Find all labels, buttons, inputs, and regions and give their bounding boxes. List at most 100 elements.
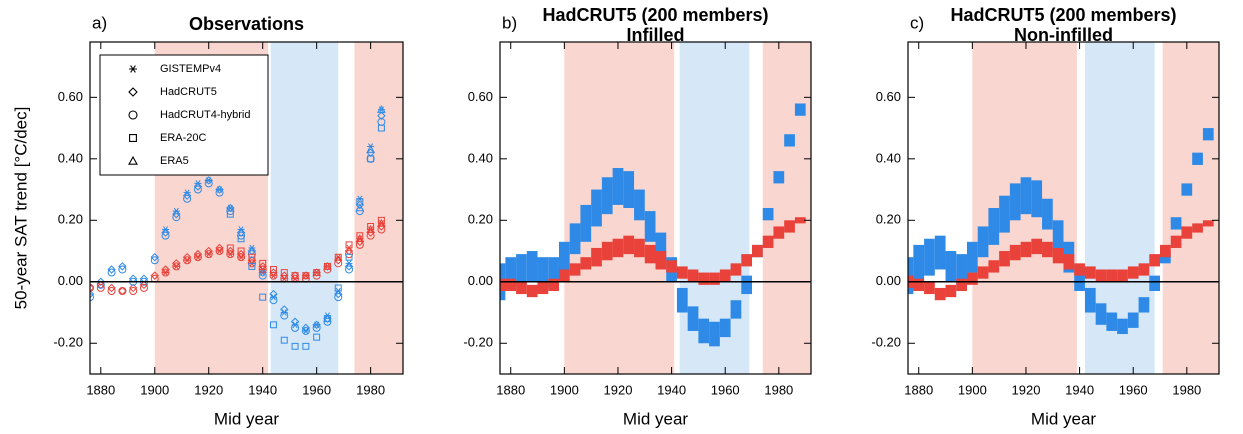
ensemble-range bbox=[558, 269, 570, 282]
panel: -0.20 0.00 0.20 0.40 0.60 1880 1900 1920 1940 196… bbox=[871, 5, 1220, 428]
marker bbox=[269, 289, 278, 299]
ensemble-range bbox=[516, 254, 527, 285]
marker bbox=[259, 293, 267, 301]
plot-area bbox=[908, 42, 1219, 374]
panel-label: b) bbox=[502, 13, 517, 32]
marker bbox=[193, 185, 202, 194]
marker bbox=[215, 185, 224, 194]
x-tick-label: 1980 bbox=[356, 382, 385, 397]
marker bbox=[302, 272, 310, 280]
legend-label: HadCRUT4-hybrid bbox=[160, 109, 250, 121]
ensemble-range bbox=[1106, 269, 1118, 282]
ensemble-range bbox=[945, 251, 957, 282]
marker bbox=[247, 250, 256, 259]
marker bbox=[291, 272, 299, 280]
ensemble-range bbox=[601, 177, 613, 215]
legend-marker bbox=[128, 110, 138, 120]
marker bbox=[90, 289, 95, 299]
marker bbox=[366, 145, 375, 153]
x-tick-label: 1920 bbox=[1012, 382, 1041, 397]
marker bbox=[172, 259, 181, 268]
marker bbox=[90, 283, 95, 293]
ensemble-range bbox=[924, 281, 935, 295]
marker bbox=[118, 287, 127, 295]
marker bbox=[334, 293, 343, 302]
ensemble-range bbox=[580, 257, 592, 270]
marker bbox=[377, 111, 386, 120]
x-axis-label: Mid year bbox=[623, 409, 689, 428]
marker bbox=[356, 232, 364, 240]
marker bbox=[248, 253, 256, 261]
y-tick-label: -0.20 bbox=[871, 335, 901, 350]
marker bbox=[237, 247, 245, 255]
ensemble-range bbox=[558, 241, 570, 273]
marker bbox=[226, 210, 234, 218]
marker bbox=[204, 250, 213, 259]
x-tick-label: 1960 bbox=[302, 382, 331, 397]
marker bbox=[377, 216, 385, 224]
y-tick-label: 0.60 bbox=[876, 89, 901, 104]
x-tick-label: 1880 bbox=[86, 382, 115, 397]
ensemble-range bbox=[1181, 226, 1193, 239]
shaded-period bbox=[354, 42, 403, 374]
marker bbox=[204, 246, 213, 256]
marker bbox=[313, 269, 321, 277]
ensemble-range bbox=[1074, 266, 1085, 291]
ensemble-range bbox=[612, 238, 624, 258]
ensemble-range bbox=[666, 260, 677, 273]
marker bbox=[204, 176, 213, 185]
chart-title: Infilled bbox=[627, 25, 685, 45]
ensemble-range bbox=[1052, 247, 1064, 264]
plot-frame bbox=[89, 41, 404, 375]
marker bbox=[377, 222, 386, 231]
ensemble-range bbox=[687, 269, 699, 282]
marker bbox=[366, 224, 375, 233]
marker bbox=[355, 240, 364, 249]
y-tick-label: -0.20 bbox=[463, 335, 493, 350]
marker bbox=[313, 333, 321, 341]
ensemble-range bbox=[548, 278, 559, 291]
marker bbox=[312, 268, 321, 277]
ensemble-range bbox=[784, 134, 795, 147]
ensemble-range bbox=[580, 204, 592, 242]
marker bbox=[107, 265, 116, 274]
marker bbox=[312, 320, 321, 330]
ensemble-range bbox=[623, 235, 635, 255]
ensemble-range bbox=[1138, 263, 1150, 276]
ensemble-range bbox=[762, 235, 774, 248]
ensemble-range bbox=[1192, 223, 1203, 233]
x-tick-label: 1960 bbox=[1119, 382, 1148, 397]
legend-label: ERA5 bbox=[160, 155, 189, 167]
marker bbox=[355, 203, 365, 212]
ensemble-range bbox=[1106, 312, 1118, 331]
ensemble-range bbox=[977, 226, 989, 258]
x-tick-label: 1900 bbox=[958, 382, 987, 397]
marker bbox=[248, 262, 256, 270]
marker bbox=[129, 287, 138, 295]
panel-label: a) bbox=[92, 13, 107, 32]
legend-label: ERA-20C bbox=[160, 132, 207, 144]
shaded-period bbox=[270, 42, 339, 374]
ensemble-range bbox=[1084, 266, 1096, 279]
marker bbox=[355, 237, 365, 247]
ensemble-range bbox=[505, 278, 517, 291]
ensemble-range bbox=[977, 266, 989, 279]
marker bbox=[193, 253, 202, 262]
ensemble-range bbox=[709, 321, 720, 347]
ensemble-range bbox=[1020, 177, 1032, 215]
ensemble-range bbox=[500, 278, 506, 291]
marker bbox=[334, 284, 342, 292]
marker bbox=[334, 256, 343, 265]
y-tick-label: -0.20 bbox=[53, 335, 83, 350]
ensemble-range bbox=[1117, 269, 1128, 282]
ensemble-range bbox=[634, 238, 645, 258]
marker bbox=[344, 262, 354, 271]
marker bbox=[301, 271, 311, 280]
marker bbox=[237, 231, 246, 240]
marker bbox=[226, 207, 235, 216]
ensemble-range bbox=[644, 244, 656, 264]
marker bbox=[96, 283, 105, 292]
legend-marker bbox=[128, 155, 138, 165]
panel-label: c) bbox=[910, 13, 924, 32]
